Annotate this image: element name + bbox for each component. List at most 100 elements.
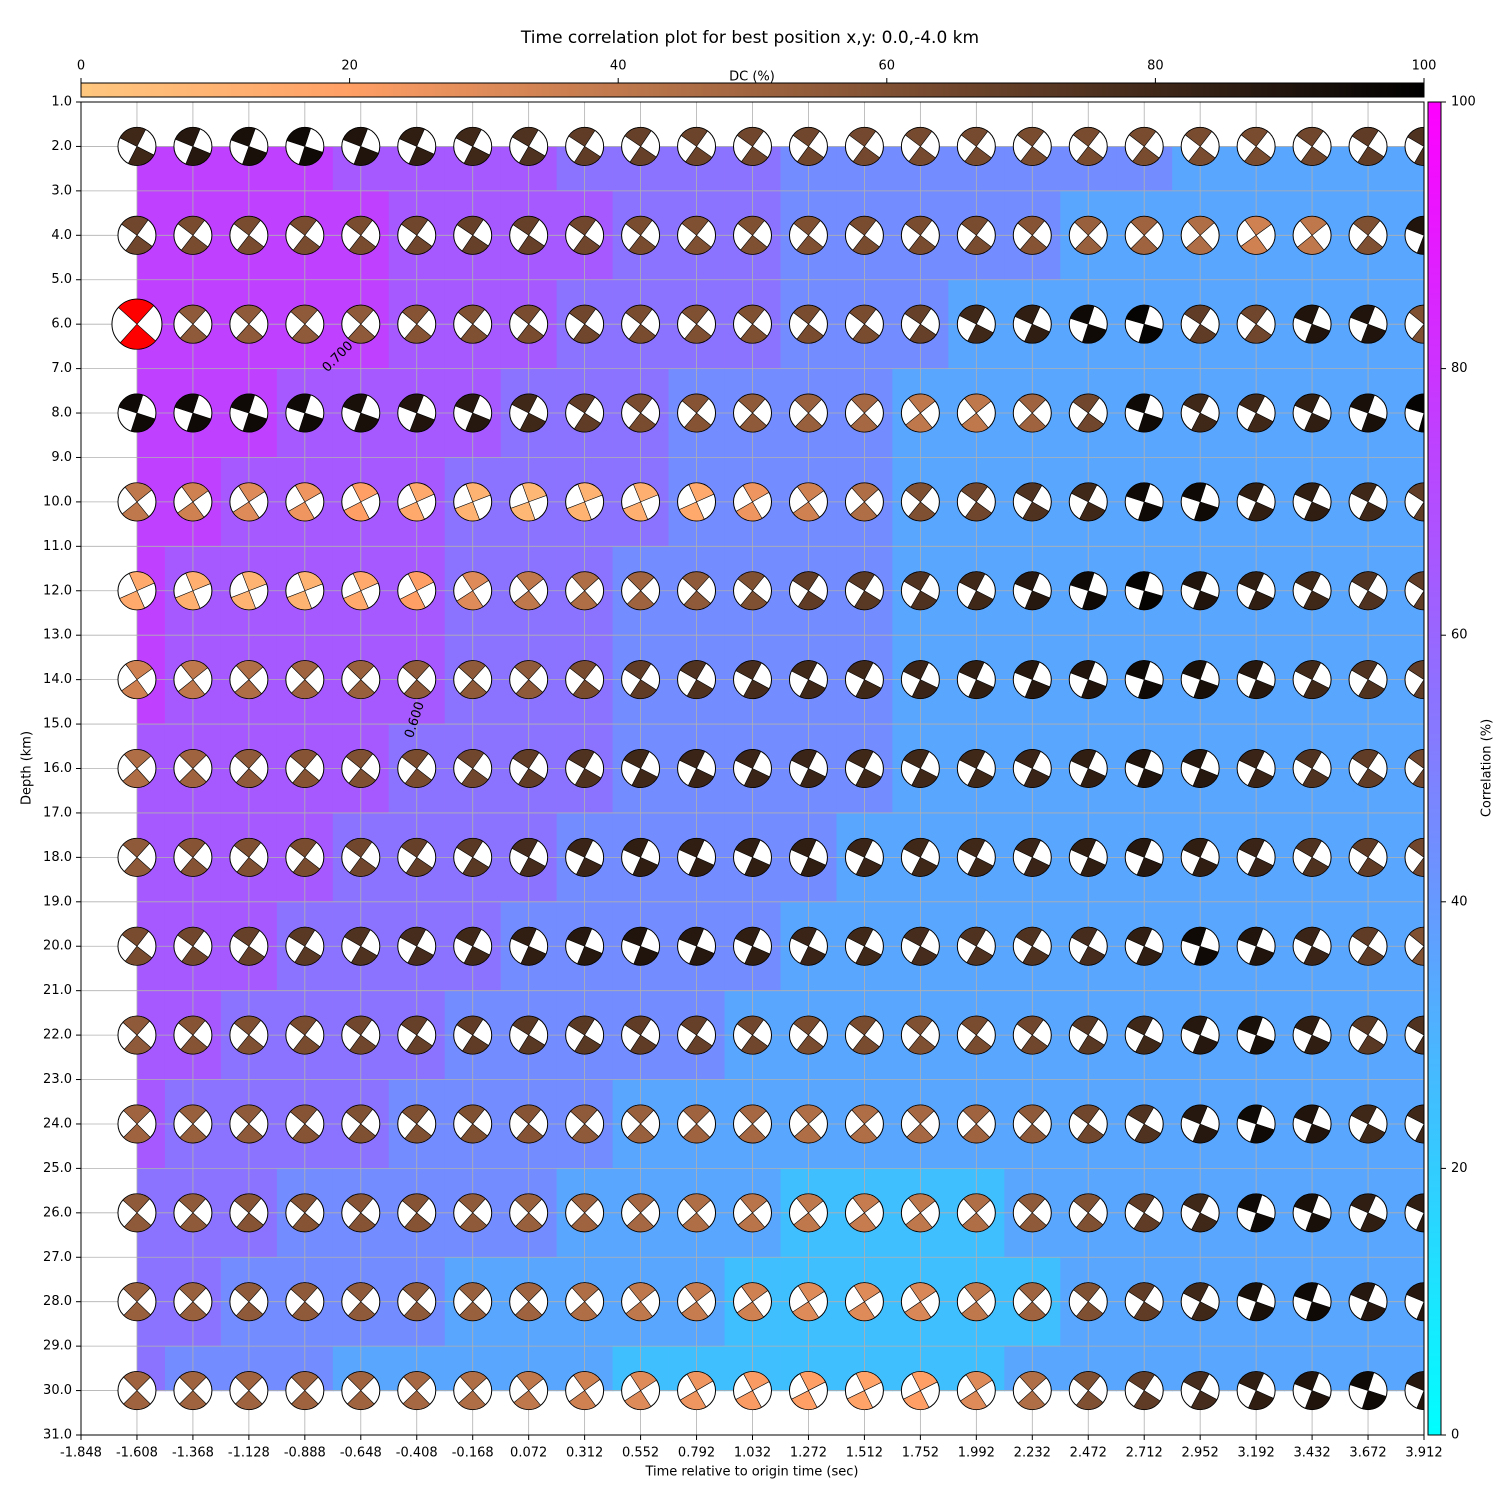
beachball [509,837,549,877]
beachball-quadrant [796,234,824,255]
beachball-quadrant [1126,926,1153,947]
beachball [397,1193,437,1233]
beachball-quadrant [852,1034,880,1055]
beachball [397,749,437,788]
beachball-quadrant [289,216,317,236]
beachball [1348,571,1388,611]
beachball-quadrant [512,1015,540,1036]
beachball-quadrant [959,926,987,947]
beachball-quadrant [682,1123,711,1144]
beachball [1404,749,1424,788]
beachball-quadrant [123,1390,151,1410]
beachball [1236,1015,1276,1055]
beachball [677,126,717,166]
beachball-quadrant [234,679,263,699]
beachball-quadrant [1303,679,1330,699]
beachball-quadrant [294,945,322,966]
beachball-quadrant [398,501,425,522]
beachball-quadrant [737,1212,766,1233]
beachball-quadrant [681,1212,710,1233]
beachball-quadrant [904,127,933,147]
beachball-quadrant [1357,1034,1385,1055]
beachball-quadrant [1081,679,1107,699]
beachball-quadrant [963,393,992,414]
beachball-quadrant [681,1301,709,1321]
beachball-quadrant [1238,926,1264,947]
beachball-quadrant [1125,660,1151,681]
y-tick-label: 30.0 [43,1383,72,1398]
beachball [285,571,325,611]
beachball-quadrant [855,768,882,788]
y-tick-label: 23.0 [43,1072,72,1087]
beachball-quadrant [853,590,881,611]
beachball [900,482,940,522]
beachball [733,126,772,166]
beachball [733,749,772,788]
beachball [900,304,940,344]
beachball-quadrant [908,234,936,255]
beachball-quadrant [515,679,544,699]
beachball-quadrant [180,1034,208,1055]
beachball [788,482,828,522]
beachball-quadrant [1407,127,1424,147]
beachball-quadrant [511,393,538,414]
beachball-quadrant [1075,1390,1104,1410]
beachball [1180,1015,1220,1055]
beachball-quadrant [286,393,312,414]
beachball [1236,926,1276,966]
beachball-quadrant [510,501,536,522]
beachball-quadrant [678,926,705,947]
beachball-quadrant [743,768,771,788]
beachball-quadrant [688,945,715,966]
beachball-quadrant [740,1034,769,1055]
beachball-quadrant [903,571,931,592]
beachball-quadrant [179,1371,207,1391]
beachball-quadrant [851,1104,879,1125]
beachball-quadrant [345,1015,373,1036]
beachball [1404,837,1424,877]
beachball-quadrant [1304,1123,1331,1144]
beachball-quadrant [1304,1390,1331,1410]
x-tick-label: 0.312 [566,1446,603,1461]
beachball [285,126,325,166]
beachball-quadrant [516,323,545,344]
beachball-quadrant [403,1371,431,1391]
beachball-quadrant [574,768,602,788]
beachball [397,571,437,611]
beachball-quadrant [911,768,938,788]
beachball [229,926,269,966]
beachball-quadrant [513,590,542,611]
x-tick-label: -1.368 [172,1446,214,1461]
beachball [111,298,163,350]
beachball [788,926,828,966]
beachball-quadrant [734,838,761,858]
beachball-quadrant [1014,660,1040,681]
beachball-quadrant [130,412,156,433]
beachball [788,126,828,166]
beachball-quadrant [905,412,933,433]
beachball [173,393,213,433]
beachball-quadrant [235,768,264,788]
beachball [1404,1282,1424,1322]
beachball-quadrant [516,1371,544,1391]
beachball [956,1104,996,1144]
beachball [509,393,549,433]
y-tick-label: 25.0 [43,1161,72,1176]
beachball-quadrant [1193,501,1219,522]
beachball-quadrant [1303,590,1330,611]
beachball-quadrant [292,1123,320,1144]
beachball-quadrant [1076,412,1105,433]
beachball-quadrant [465,412,491,433]
beachball [397,660,437,700]
beachball [733,660,772,700]
beachball-quadrant [960,482,988,503]
beachball [1292,749,1332,788]
beachball-quadrant [1071,926,1098,947]
beachball-quadrant [1079,501,1106,522]
correlation-colorbar-tick-label: 100 [1451,95,1476,110]
beachball-quadrant [179,768,207,788]
beachball-quadrant [1073,1371,1101,1391]
beachball-quadrant [1071,1015,1099,1036]
beachball [565,926,605,966]
